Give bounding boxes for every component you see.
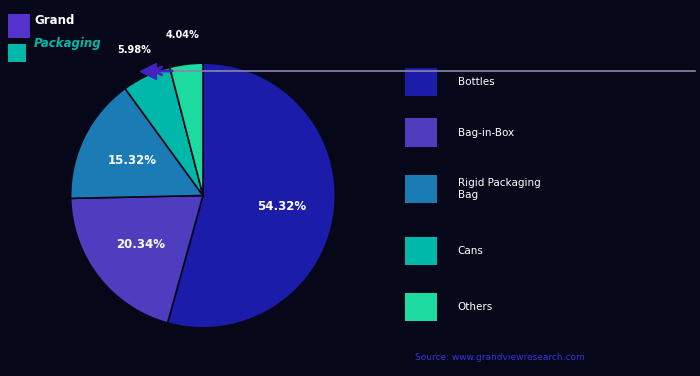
Text: Packaging: Packaging [34, 38, 102, 50]
Text: Grand: Grand [34, 15, 74, 27]
Text: Others: Others [458, 302, 493, 312]
Bar [405, 68, 438, 96]
Text: Source: www.grandviewresearch.com: Source: www.grandviewresearch.com [415, 353, 584, 362]
Bar [405, 118, 438, 147]
Bar [8, 14, 30, 38]
Wedge shape [167, 63, 335, 328]
Bar [8, 44, 26, 62]
Bar [405, 237, 438, 265]
Text: Rigid Packaging
Bag: Rigid Packaging Bag [458, 178, 540, 200]
Text: 20.34%: 20.34% [116, 238, 164, 251]
Text: Bag-in-Box: Bag-in-Box [458, 127, 514, 138]
Text: 5.98%: 5.98% [117, 44, 151, 55]
Wedge shape [71, 88, 203, 199]
Bar [405, 175, 438, 203]
Text: 4.04%: 4.04% [166, 30, 200, 40]
Text: Cans: Cans [458, 246, 484, 256]
Bar [405, 293, 438, 321]
Wedge shape [71, 196, 203, 323]
Text: 15.32%: 15.32% [107, 154, 156, 167]
Wedge shape [125, 67, 203, 196]
Text: Bottles: Bottles [458, 77, 494, 87]
Text: 54.32%: 54.32% [257, 200, 306, 213]
Wedge shape [170, 63, 203, 196]
